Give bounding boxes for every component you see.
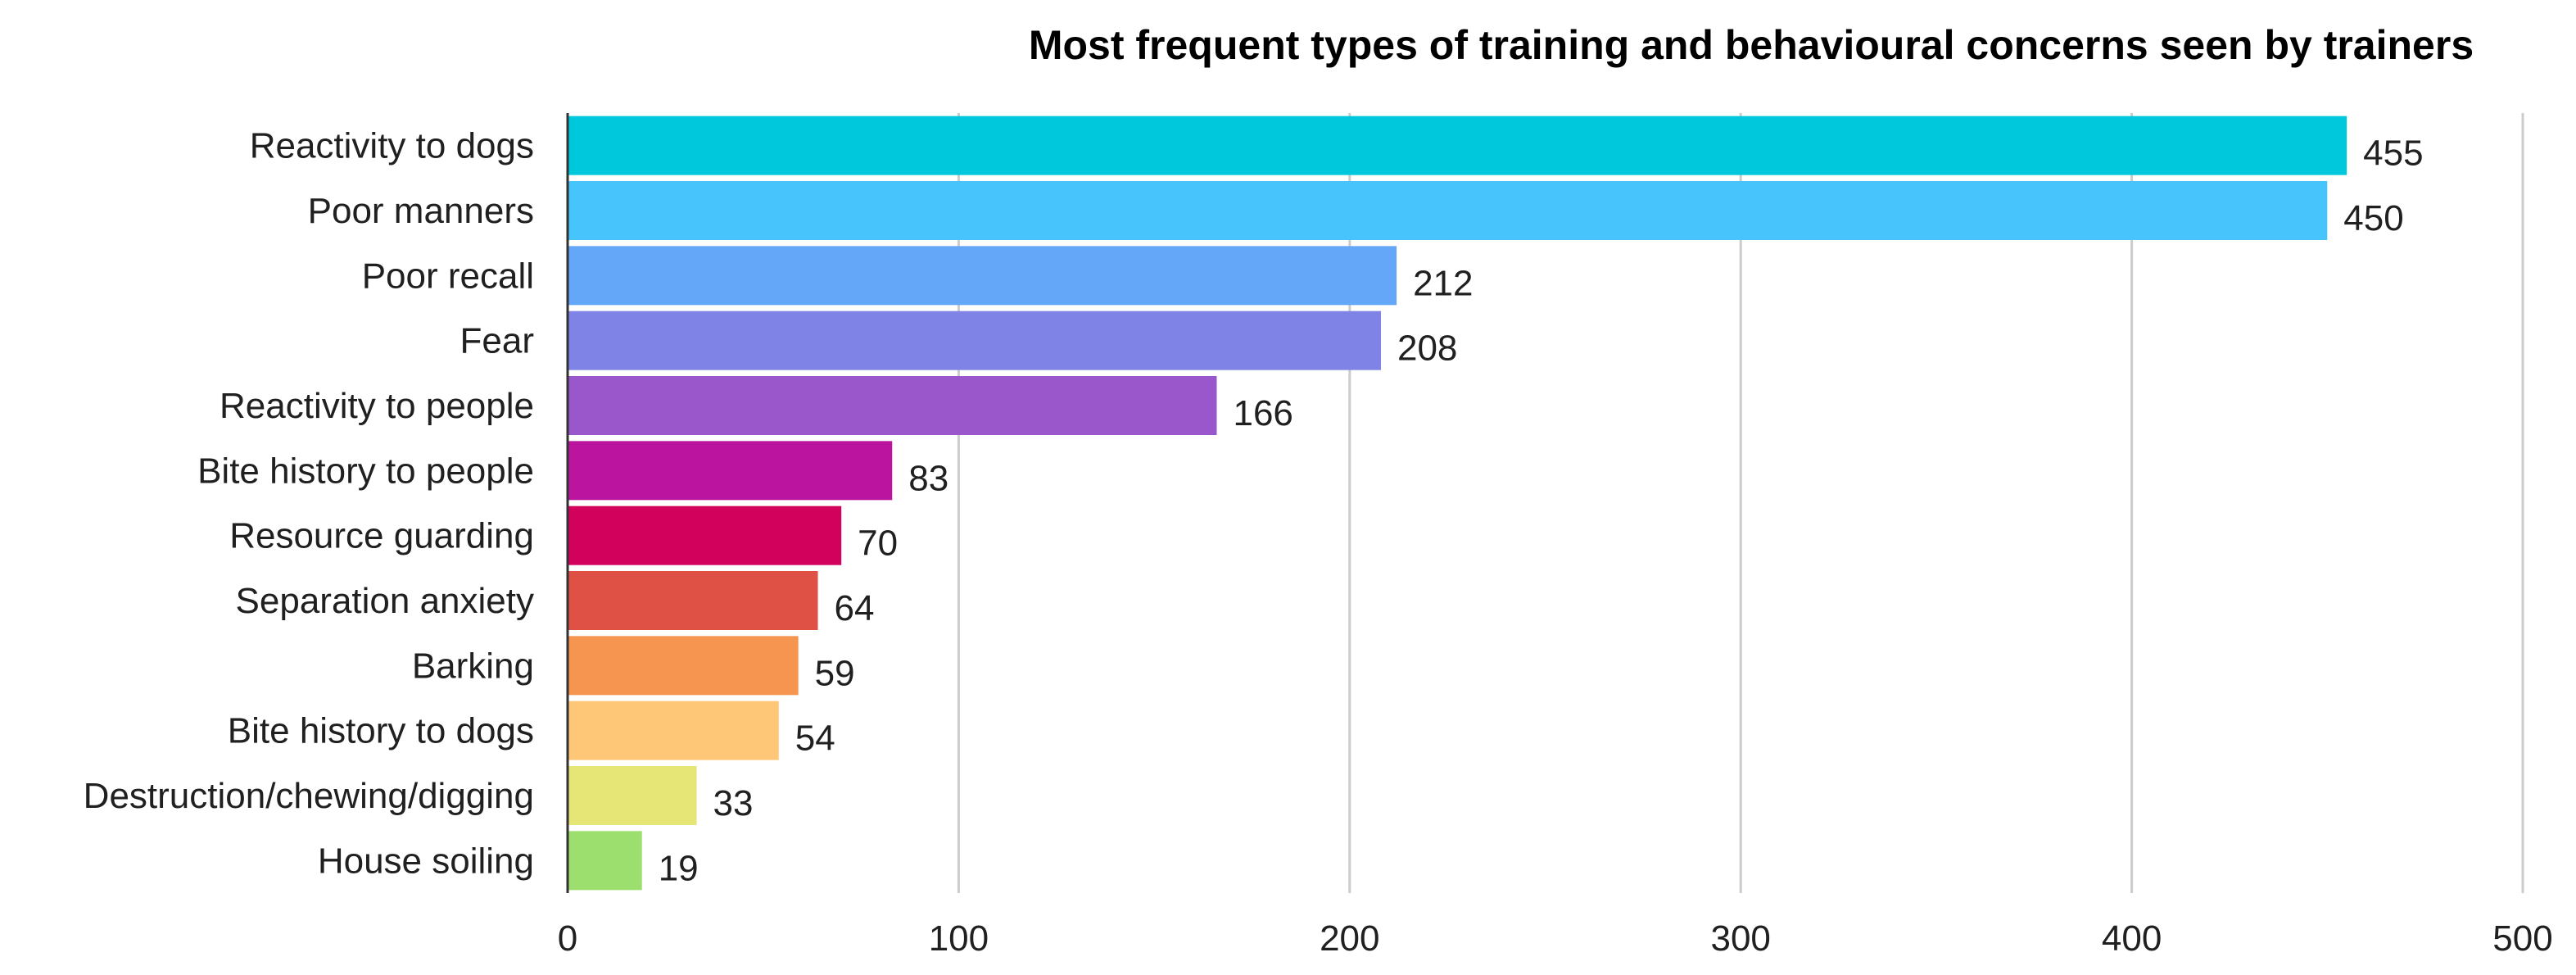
chart-title: Most frequent types of training and beha…: [1029, 22, 2474, 68]
category-label-3: Fear: [460, 321, 534, 361]
category-label-7: Separation anxiety: [236, 581, 534, 621]
value-label-9: 54: [795, 719, 835, 759]
value-label-0: 455: [2363, 134, 2423, 174]
category-label-11: House soiling: [318, 841, 534, 881]
category-label-1: Poor manners: [308, 191, 534, 231]
bar-11: [568, 831, 642, 891]
category-label-2: Poor recall: [362, 256, 534, 296]
gridlines: [566, 113, 2524, 893]
value-label-11: 19: [659, 848, 699, 888]
x-tick-label-100: 100: [929, 918, 989, 959]
category-label-6: Resource guarding: [229, 516, 534, 556]
value-label-2: 212: [1413, 263, 1473, 303]
bar-7: [568, 571, 818, 630]
category-label-9: Bite history to dogs: [228, 711, 534, 751]
bar-4: [568, 376, 1217, 435]
value-label-4: 166: [1233, 393, 1293, 433]
bar-0: [568, 116, 2347, 175]
value-label-6: 70: [858, 524, 898, 564]
x-axis-ticks: 0 100 200 300 400 500: [558, 918, 2553, 959]
bar-5: [568, 441, 893, 501]
x-tick-label-400: 400: [2102, 918, 2162, 959]
bars: [568, 116, 2347, 891]
bar-2: [568, 246, 1397, 306]
category-label-10: Destruction/chewing/digging: [84, 776, 534, 816]
value-label-7: 64: [835, 588, 875, 628]
bar-6: [568, 506, 842, 565]
value-label-10: 33: [713, 783, 754, 823]
bar-1: [568, 181, 2328, 240]
category-label-0: Reactivity to dogs: [250, 126, 534, 166]
x-tick-label-300: 300: [1710, 918, 1770, 959]
x-tick-label-0: 0: [558, 918, 577, 959]
value-label-8: 59: [815, 653, 855, 693]
value-label-1: 450: [2343, 198, 2403, 238]
category-labels: Reactivity to dogs Poor manners Poor recal…: [84, 126, 534, 882]
bar-10: [568, 766, 697, 825]
value-label-5: 83: [908, 458, 948, 498]
x-tick-label-500: 500: [2492, 918, 2552, 959]
bar-8: [568, 636, 799, 696]
category-label-4: Reactivity to people: [220, 386, 534, 426]
category-label-8: Barking: [412, 646, 534, 686]
value-label-3: 208: [1397, 329, 1457, 369]
category-label-5: Bite history to people: [197, 451, 534, 491]
x-tick-label-200: 200: [1320, 918, 1379, 959]
bar-3: [568, 311, 1381, 370]
bar-9: [568, 701, 779, 760]
